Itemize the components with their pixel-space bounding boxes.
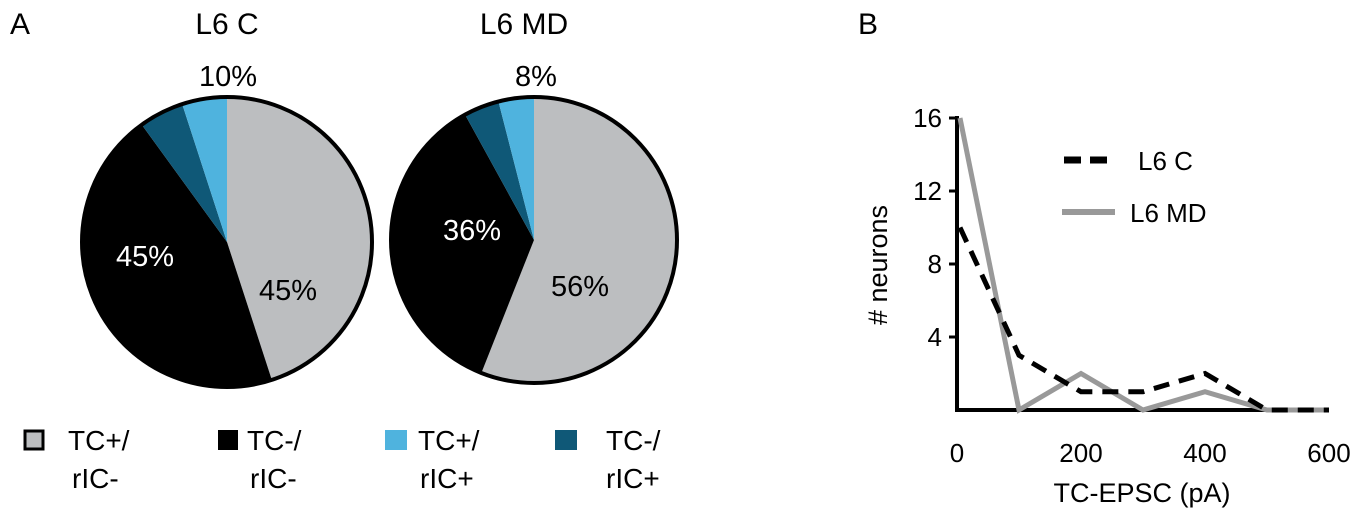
pie-title-l6c: L6 C bbox=[195, 8, 258, 41]
pie-l6md-slice-label-1: 36% bbox=[443, 215, 501, 247]
y-tick-label: 16 bbox=[913, 103, 942, 133]
pie-legend: TC+/ rIC- TC-/ rIC- TC+/ rIC+ TC-/ rIC+ bbox=[23, 425, 661, 494]
pie-l6md-outline bbox=[389, 95, 679, 385]
x-tick-label: 200 bbox=[1059, 438, 1102, 468]
x-tick-label: 400 bbox=[1183, 438, 1226, 468]
y-tick-label: 12 bbox=[913, 176, 942, 206]
pie-l6md-slice-label-0: 56% bbox=[551, 271, 609, 303]
legend-label-tcminus-ricminus-line1: TC-/ bbox=[247, 425, 302, 456]
pie-l6c-slice-0 bbox=[227, 97, 372, 380]
legend-label-l6c: L6 C bbox=[1138, 146, 1193, 176]
x-axis-title: TC-EPSC (pA) bbox=[1053, 478, 1230, 508]
x-tick-label: 0 bbox=[950, 438, 964, 468]
y-axis-title: # neurons bbox=[863, 205, 893, 325]
pie-l6c-slice-3 bbox=[182, 97, 227, 242]
pie-l6c-slice-label-1: 45% bbox=[116, 241, 174, 273]
pie-l6c-slice-1 bbox=[81, 124, 272, 387]
y-tick-label: 8 bbox=[928, 249, 942, 279]
legend-label-tcplus-ricminus-line1: TC+/ bbox=[68, 425, 130, 456]
series-line-l6c bbox=[957, 226, 1329, 413]
pie-l6c-slice-label-0: 45% bbox=[259, 275, 317, 307]
legend-label-tcminus-ricplus-line2: rIC+ bbox=[606, 463, 660, 494]
legend-swatch-tcminus-ricminus bbox=[218, 430, 238, 450]
legend-label-l6md: L6 MD bbox=[1130, 198, 1207, 228]
legend-label-tcplus-ricplus-line2: rIC+ bbox=[420, 463, 474, 494]
legend-label-tcminus-ricplus-line1: TC-/ bbox=[606, 425, 661, 456]
legend-label-tcplus-ricminus-line2: rIC- bbox=[72, 463, 119, 494]
y-tick-label: 4 bbox=[928, 322, 942, 352]
legend-swatch-tcminus-ricplus bbox=[555, 430, 577, 450]
legend-label-tcplus-ricplus-line1: TC+/ bbox=[418, 425, 480, 456]
panel-label-b: B bbox=[858, 8, 878, 41]
series-line-l6md bbox=[957, 117, 1329, 414]
legend-swatch-tcplus-ricplus bbox=[385, 430, 407, 450]
line-legend: L6 C L6 MD bbox=[1062, 146, 1207, 228]
pie-annotation-l6c: 10% bbox=[199, 61, 257, 93]
legend-swatch-tcplus-ricminus bbox=[23, 429, 45, 451]
x-tick-label: 600 bbox=[1307, 438, 1350, 468]
legend-label-tcminus-ricminus-line2: rIC- bbox=[250, 463, 297, 494]
pie-l6md-slice-1 bbox=[391, 114, 534, 373]
pie-l6c-slice-2 bbox=[141, 104, 227, 242]
pie-l6md-slice-2 bbox=[465, 101, 534, 241]
pie-l6md-slice-0 bbox=[481, 97, 677, 383]
pie-chart-l6md: 56% 36% bbox=[389, 95, 679, 385]
pie-l6md-slice-3 bbox=[498, 97, 534, 240]
pie-title-l6md: L6 MD bbox=[480, 8, 568, 41]
pie-l6c-outline bbox=[80, 95, 374, 389]
panel-label-a: A bbox=[10, 8, 30, 41]
pie-annotation-l6md: 8% bbox=[515, 61, 557, 93]
pie-chart-l6c: 45% 45% bbox=[80, 95, 374, 389]
